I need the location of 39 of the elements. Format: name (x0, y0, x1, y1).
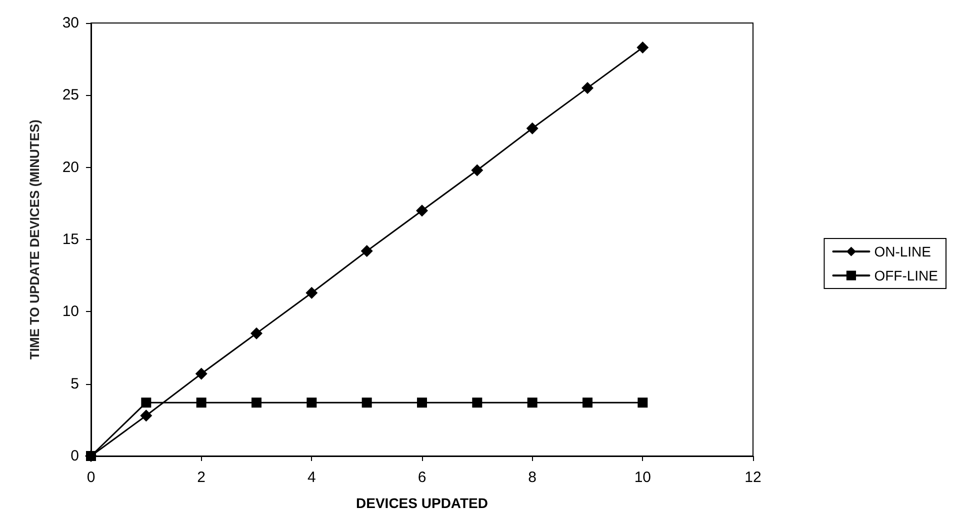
y-tick-label: 20 (62, 158, 79, 176)
point (636, 42, 649, 54)
point (582, 82, 594, 94)
y-axis-title: TIME TO UPDATE DEVICES (MINUTES) (27, 119, 42, 360)
x-axis-title: DEVICES UPDATED (356, 495, 488, 511)
legend-label: OFF-LINE (874, 268, 938, 284)
y-tick-label: 5 (70, 375, 79, 392)
point (306, 398, 317, 408)
point (526, 122, 538, 134)
x-tick-label: 4 (307, 469, 316, 486)
point (472, 398, 482, 408)
point (250, 327, 262, 340)
x-tick-label: 10 (634, 469, 652, 486)
x-tick-label: 0 (86, 469, 96, 486)
point (527, 398, 538, 408)
x-tick-label: 8 (528, 469, 537, 486)
point (416, 204, 428, 217)
point (360, 245, 373, 258)
point (86, 451, 96, 461)
x-tick-label: 6 (418, 469, 426, 486)
y-tick-label: 30 (62, 14, 79, 32)
point (195, 368, 208, 380)
legend-label: ON-LINE (874, 244, 932, 260)
point (638, 398, 648, 408)
point (252, 398, 262, 408)
y-tick-label: 15 (62, 231, 79, 248)
point (362, 398, 372, 408)
y-tick-label: 0 (70, 448, 79, 464)
y-tick-label: 10 (62, 303, 79, 320)
point (140, 410, 152, 422)
point (196, 398, 206, 408)
y-tick-label: 25 (62, 86, 79, 104)
point (471, 164, 484, 176)
x-tick-label: 12 (744, 469, 762, 486)
x-tick-label: 2 (197, 469, 206, 486)
point (417, 398, 427, 408)
point (306, 286, 318, 299)
point (582, 398, 592, 408)
point (141, 398, 152, 408)
